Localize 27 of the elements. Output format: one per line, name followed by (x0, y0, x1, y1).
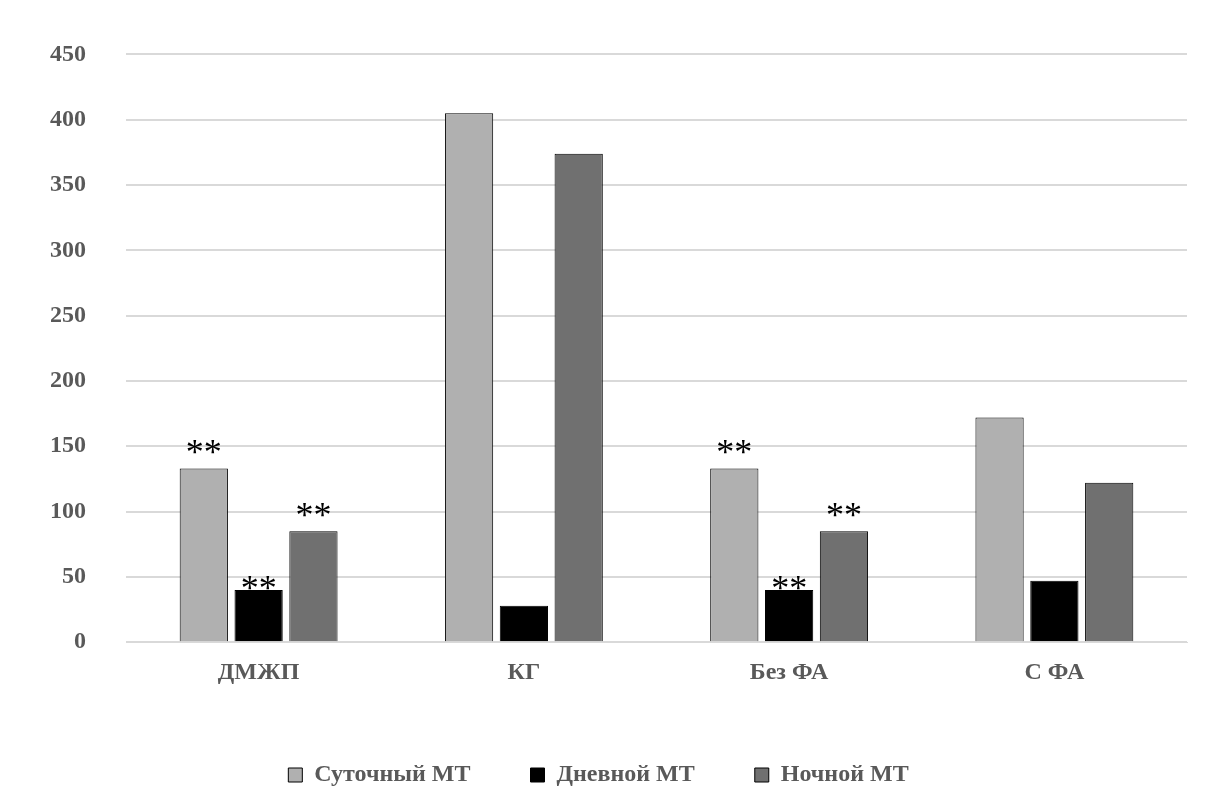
x-tick-label: ДМЖП (217, 657, 300, 684)
y-tick-label: 100 (50, 496, 86, 523)
annotation: ** (240, 567, 277, 608)
annotation: ** (771, 567, 808, 608)
bar (499, 605, 548, 642)
bar (1030, 580, 1079, 642)
y-tick-label: 50 (62, 562, 86, 589)
y-tick-label: 200 (50, 366, 86, 393)
y-tick-label: 250 (50, 300, 86, 327)
bar (234, 589, 283, 642)
annotation: ** (185, 432, 222, 473)
annotation: ** (825, 495, 862, 536)
annotation: ** (295, 495, 332, 536)
x-tick-label: С ФА (1024, 657, 1085, 684)
legend-label: Суточный МТ (314, 760, 471, 787)
y-tick-label: 0 (74, 627, 86, 654)
y-tick-label: 150 (50, 431, 86, 458)
y-tick-label: 400 (50, 104, 86, 131)
legend-label: Ночной МТ (780, 760, 909, 787)
y-tick-label: 450 (50, 39, 86, 66)
y-tick-label: 350 (50, 170, 86, 197)
annotation: ** (716, 432, 753, 473)
bar (765, 589, 814, 642)
legend-label: Дневной МТ (556, 760, 695, 787)
y-tick-label: 300 (50, 235, 86, 262)
x-tick-label: КГ (507, 657, 541, 684)
x-tick-label: Без ФА (749, 657, 830, 684)
